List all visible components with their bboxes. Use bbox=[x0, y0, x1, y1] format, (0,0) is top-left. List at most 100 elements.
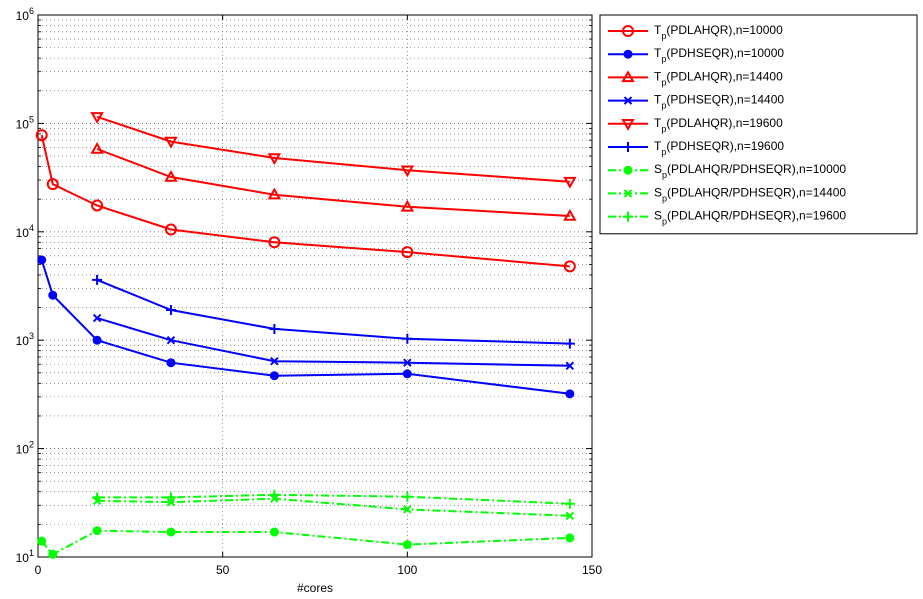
data-point bbox=[35, 129, 48, 142]
y-tick-label: 105 bbox=[16, 114, 34, 131]
legend-label: Tp(PDLAHQR),n=14400 bbox=[654, 69, 783, 87]
data-point bbox=[164, 136, 178, 149]
data-point bbox=[565, 361, 575, 371]
axes: 0 50 100 150 101 102 103 104 105 106 bbox=[16, 6, 603, 577]
data-point bbox=[402, 369, 412, 379]
data-point bbox=[37, 255, 47, 265]
series-8 bbox=[92, 494, 575, 520]
data-point bbox=[269, 489, 280, 500]
data-point bbox=[164, 170, 178, 182]
data-point bbox=[623, 165, 633, 175]
data-point bbox=[621, 119, 635, 131]
series-4 bbox=[92, 313, 575, 371]
series-9 bbox=[92, 489, 575, 509]
data-point bbox=[565, 389, 575, 399]
legend-label: Tp(PDLAHQR),n=10000 bbox=[654, 23, 783, 41]
data-point bbox=[563, 260, 576, 273]
data-point bbox=[166, 358, 176, 368]
data-point bbox=[400, 165, 415, 178]
data-point bbox=[565, 533, 575, 543]
data-point bbox=[92, 492, 103, 503]
y-tick-label: 103 bbox=[16, 331, 34, 348]
data-point bbox=[402, 540, 412, 550]
data-point bbox=[37, 536, 47, 546]
series-layer bbox=[35, 112, 577, 559]
legend-entry: Tp(PDHSEQR),n=19600 bbox=[608, 139, 784, 157]
data-point bbox=[269, 527, 279, 537]
data-point bbox=[623, 96, 633, 105]
data-point bbox=[92, 274, 103, 285]
series-line bbox=[40, 529, 570, 556]
data-point bbox=[565, 511, 575, 520]
data-point bbox=[623, 189, 633, 198]
data-point bbox=[46, 178, 59, 191]
x-tick-label: 50 bbox=[216, 563, 230, 577]
y-tick-label: 101 bbox=[16, 548, 34, 565]
data-point bbox=[92, 526, 102, 536]
x-tick-label: 100 bbox=[397, 563, 417, 577]
data-point bbox=[622, 25, 634, 37]
legend-box bbox=[599, 14, 918, 235]
legend-entry: Tp(PDLAHQR),n=19600 bbox=[608, 116, 783, 134]
legend-label: Sp(PDLAHQR/PDHSEQR),n=19600 bbox=[654, 209, 846, 227]
data-point bbox=[267, 153, 282, 165]
data-point bbox=[623, 142, 633, 152]
data-point bbox=[563, 176, 577, 189]
legend-entry: Tp(PDHSEQR),n=14400 bbox=[608, 93, 784, 111]
data-point bbox=[165, 304, 176, 315]
y-tick-label: 106 bbox=[16, 6, 34, 23]
data-point bbox=[165, 492, 176, 503]
data-point bbox=[268, 236, 281, 249]
legend-label: Sp(PDLAHQR/PDHSEQR),n=10000 bbox=[654, 162, 846, 180]
legend-label: Tp(PDHSEQR),n=10000 bbox=[654, 46, 784, 64]
data-point bbox=[402, 333, 413, 344]
series-1 bbox=[35, 129, 576, 273]
legend: Tp(PDLAHQR),n=10000 Tp(PDHSEQR),n=10000 Tp… bbox=[599, 14, 918, 235]
data-point bbox=[164, 223, 177, 236]
legend-entry: Sp(PDLAHQR/PDHSEQR),n=19600 bbox=[608, 209, 846, 227]
data-point bbox=[166, 335, 176, 345]
data-point bbox=[623, 211, 633, 222]
x-tick-label: 150 bbox=[582, 563, 602, 577]
data-point bbox=[400, 199, 415, 212]
series-line bbox=[40, 259, 570, 395]
legend-label: Tp(PDLAHQR),n=19600 bbox=[654, 116, 783, 134]
data-point bbox=[90, 142, 104, 154]
data-point bbox=[564, 338, 575, 349]
legend-entry: Sp(PDLAHQR/PDHSEQR),n=14400 bbox=[608, 185, 846, 203]
series-7 bbox=[37, 526, 575, 559]
data-point bbox=[92, 335, 102, 345]
data-point bbox=[90, 112, 104, 124]
data-point bbox=[564, 498, 575, 509]
series-line bbox=[40, 134, 570, 268]
series-2 bbox=[37, 255, 575, 399]
data-point bbox=[403, 505, 412, 514]
grid bbox=[37, 14, 593, 558]
y-tick-label: 102 bbox=[16, 440, 34, 457]
series-line bbox=[96, 278, 570, 345]
data-point bbox=[621, 70, 635, 83]
series-6 bbox=[92, 274, 575, 349]
legend-entry: Tp(PDHSEQR),n=10000 bbox=[608, 46, 784, 64]
data-point bbox=[623, 49, 633, 59]
legend-label: Sp(PDLAHQR/PDHSEQR),n=14400 bbox=[654, 185, 846, 203]
data-point bbox=[48, 290, 58, 300]
legend-entry: Tp(PDLAHQR),n=10000 bbox=[608, 23, 783, 41]
data-point bbox=[92, 313, 102, 323]
plot-frame bbox=[37, 14, 593, 558]
data-point bbox=[269, 371, 279, 381]
legend-entry: Tp(PDLAHQR),n=14400 bbox=[608, 69, 783, 87]
legend-label: Tp(PDHSEQR),n=19600 bbox=[654, 139, 784, 157]
data-point bbox=[563, 208, 577, 221]
data-point bbox=[401, 246, 414, 259]
series-3 bbox=[90, 142, 577, 221]
data-point bbox=[269, 323, 280, 334]
legend-entry: Sp(PDLAHQR/PDHSEQR),n=10000 bbox=[608, 162, 846, 180]
data-point bbox=[166, 527, 176, 537]
data-point bbox=[403, 358, 412, 367]
series-5 bbox=[90, 112, 577, 189]
series-line bbox=[96, 148, 570, 217]
y-tick-label: 104 bbox=[16, 223, 34, 240]
x-tick-label: 0 bbox=[35, 563, 42, 577]
